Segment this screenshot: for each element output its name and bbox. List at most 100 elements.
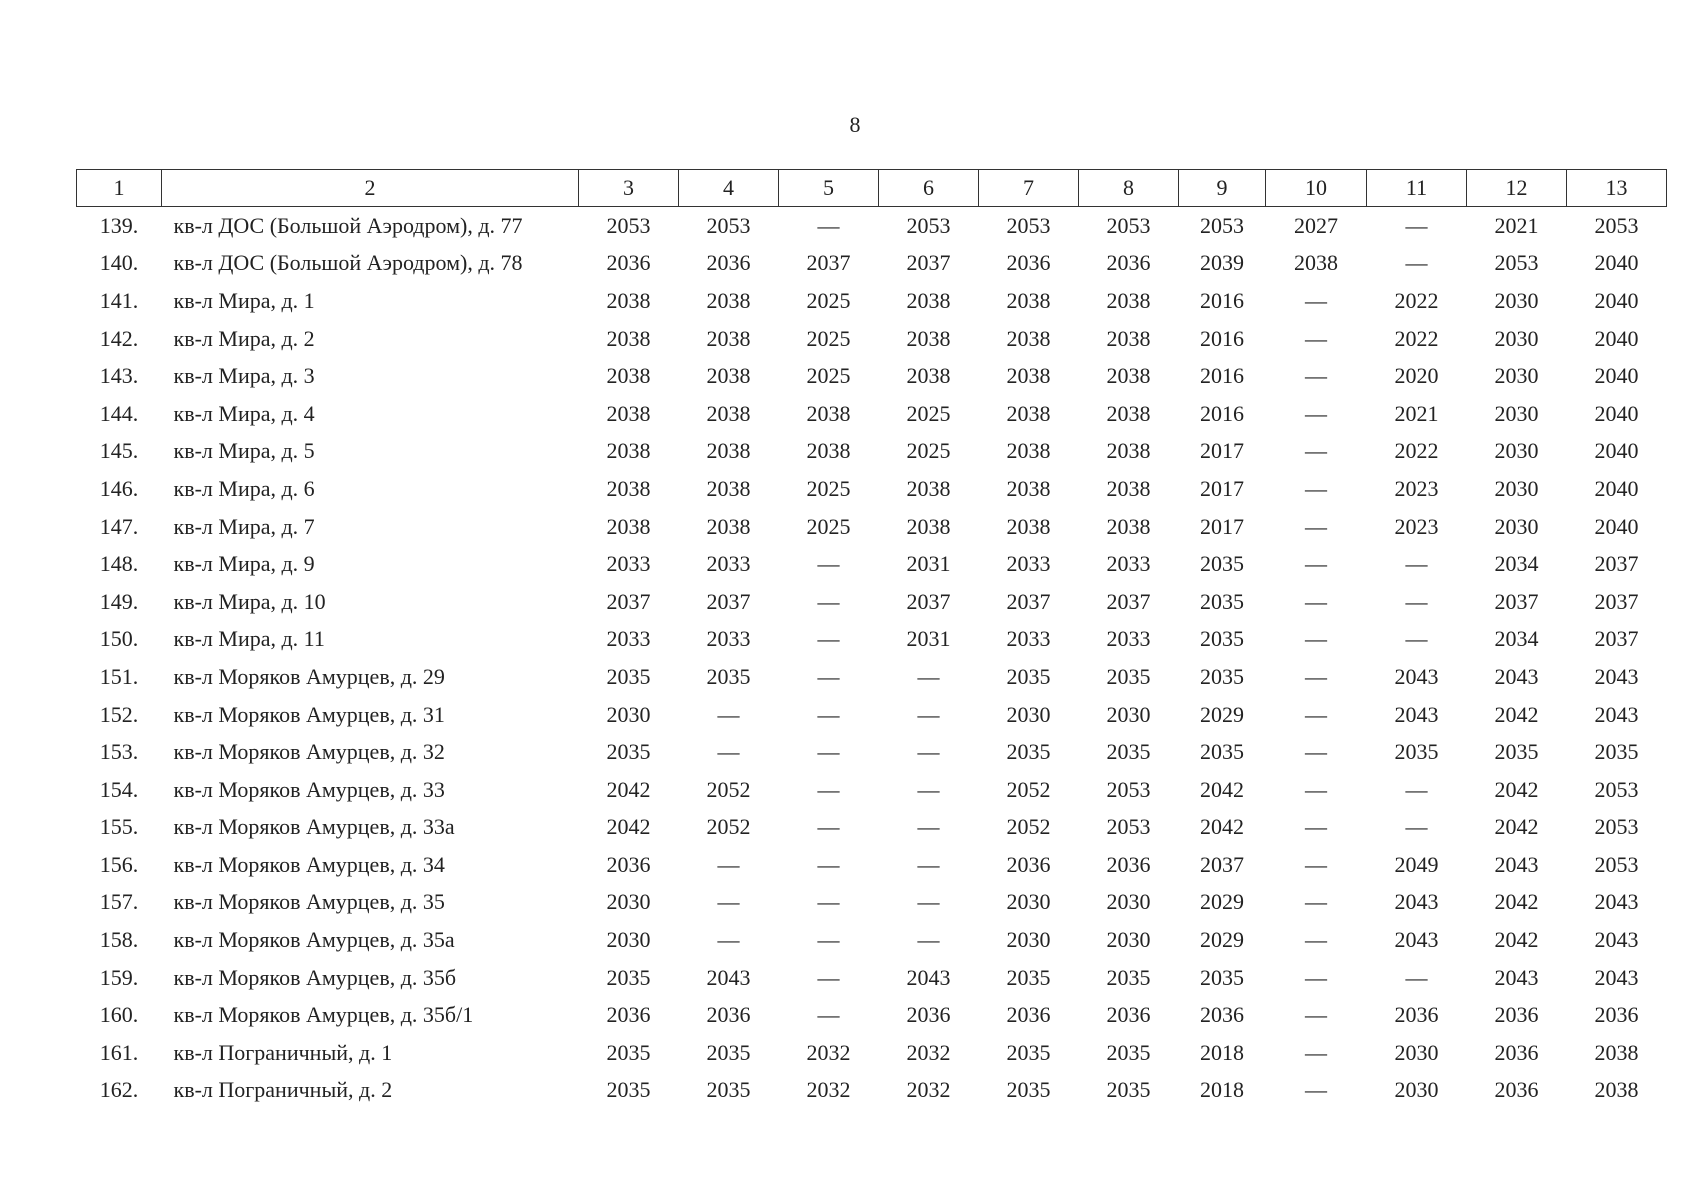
table-cell: 2030	[1106, 889, 1151, 915]
table-cell: 2043	[906, 964, 951, 990]
header-cell: 3	[578, 169, 679, 207]
table-cell: 2020	[1394, 363, 1439, 389]
table-cell: 2042	[606, 814, 651, 840]
table-cell: 2033	[706, 551, 751, 577]
table-cell: 2035	[1200, 626, 1244, 652]
table-cell: —	[1405, 551, 1428, 577]
table-cell: 2038	[1006, 438, 1051, 464]
table-cell: 2036	[1394, 1002, 1439, 1028]
table-cell: 154.	[99, 776, 139, 802]
table-cell: —	[817, 739, 840, 765]
table-cell: 2036	[1494, 1039, 1539, 1065]
table-cell: 2038	[606, 513, 651, 539]
table-cell: —	[1305, 889, 1327, 915]
table-cell: 2029	[1200, 889, 1244, 915]
table-cell: 2035	[1106, 663, 1151, 689]
table-cell: 2037	[1594, 626, 1639, 652]
table-cell: 2025	[806, 475, 851, 501]
table-cell: 2030	[1494, 438, 1539, 464]
header-cell: 4	[678, 169, 779, 207]
table-cell: 2038	[1594, 1039, 1639, 1065]
table-cell: —	[1405, 814, 1428, 840]
table-cell: 2038	[606, 287, 651, 313]
table-row: 151. кв-л Моряков Амурцев, д. 29 2035 2035 —…	[77, 658, 1667, 696]
table-cell: 2038	[706, 325, 751, 351]
table-cell: 140.	[99, 250, 139, 276]
table-cell: 2016	[1200, 287, 1244, 313]
table-cell: кв-л Моряков Амурцев, д. 31	[173, 701, 445, 727]
table-cell: 2038	[706, 363, 751, 389]
table-cell: 2035	[1200, 663, 1244, 689]
header-cell: 12	[1466, 169, 1567, 207]
table-cell: кв-л Мира, д. 3	[173, 363, 315, 389]
header-cell: 2	[161, 169, 579, 207]
table-cell: —	[1405, 250, 1428, 276]
table-cell: —	[1305, 287, 1327, 313]
table-cell: 2030	[1494, 475, 1539, 501]
table-cell: 2038	[1106, 363, 1151, 389]
table-cell: 2038	[706, 287, 751, 313]
table-cell: —	[817, 1002, 840, 1028]
table-cell: 2037	[606, 588, 651, 614]
table-cell: кв-л Мира, д. 1	[173, 287, 315, 313]
table-cell: 2017	[1200, 438, 1244, 464]
table-cell: 2042	[1494, 701, 1539, 727]
table-cell: 2038	[606, 438, 651, 464]
table-cell: 2043	[1594, 663, 1639, 689]
table-cell: —	[817, 551, 840, 577]
table-cell: 143.	[99, 363, 139, 389]
table-cell: —	[1305, 588, 1327, 614]
table-cell: 2042	[1494, 889, 1539, 915]
table-cell: 2042	[1200, 776, 1244, 802]
table-cell: 2032	[906, 1039, 951, 1065]
table-cell: кв-л ДОС (Большой Аэродром), д. 77	[173, 212, 523, 238]
table-cell: 2038	[706, 438, 751, 464]
table-cell: кв-л Моряков Амурцев, д. 33	[173, 776, 445, 802]
table-cell: 2033	[1106, 551, 1151, 577]
table-cell: 2038	[906, 513, 951, 539]
table-cell: —	[917, 889, 940, 915]
table-cell: 2043	[706, 964, 751, 990]
table-cell: 162.	[99, 1077, 139, 1103]
table-cell: —	[717, 927, 740, 953]
table-cell: 2036	[1494, 1077, 1539, 1103]
table-cell: —	[1305, 1002, 1327, 1028]
table-row: 140. кв-л ДОС (Большой Аэродром), д. 78 20…	[77, 245, 1667, 283]
table-cell: —	[1405, 212, 1428, 238]
table-cell: 2030	[606, 927, 651, 953]
table-cell: 2035	[606, 1077, 651, 1103]
table-cell: 2038	[1106, 400, 1151, 426]
table-cell: 2052	[706, 814, 751, 840]
table-cell: —	[1305, 438, 1327, 464]
table-cell: 2030	[1006, 889, 1051, 915]
header-cell: 7	[978, 169, 1079, 207]
table-cell: 2038	[1106, 287, 1151, 313]
table-cell: 2035	[1594, 739, 1639, 765]
table-cell: 2030	[1106, 701, 1151, 727]
table-cell: 2017	[1200, 513, 1244, 539]
table-cell: 2036	[1006, 1002, 1051, 1028]
table-cell: 2027	[1294, 212, 1338, 238]
table-cell: 2038	[1106, 475, 1151, 501]
table-row: 160. кв-л Моряков Амурцев, д. 35б/1 2036 20…	[77, 996, 1667, 1034]
table-cell: кв-л Моряков Амурцев, д. 35б	[173, 964, 457, 990]
table-cell: 2038	[1006, 475, 1051, 501]
table-cell: 2035	[1394, 739, 1439, 765]
table-cell: 2038	[1106, 438, 1151, 464]
table-cell: кв-л Мира, д. 10	[173, 588, 326, 614]
table-cell: 161.	[99, 1039, 139, 1065]
table-cell: 2036	[1494, 1002, 1539, 1028]
table-cell: 2035	[1200, 551, 1244, 577]
table-cell: 2031	[906, 626, 951, 652]
table-cell: 142.	[99, 325, 139, 351]
table-cell: —	[1305, 551, 1327, 577]
table-cell: 2035	[706, 1077, 751, 1103]
table-cell: 2038	[706, 513, 751, 539]
table-cell: 2035	[606, 1039, 651, 1065]
table-cell: 2023	[1394, 475, 1439, 501]
table-cell: 2034	[1494, 626, 1539, 652]
table-cell: 2030	[1494, 400, 1539, 426]
header-cell: 11	[1366, 169, 1467, 207]
table-cell: —	[717, 701, 740, 727]
